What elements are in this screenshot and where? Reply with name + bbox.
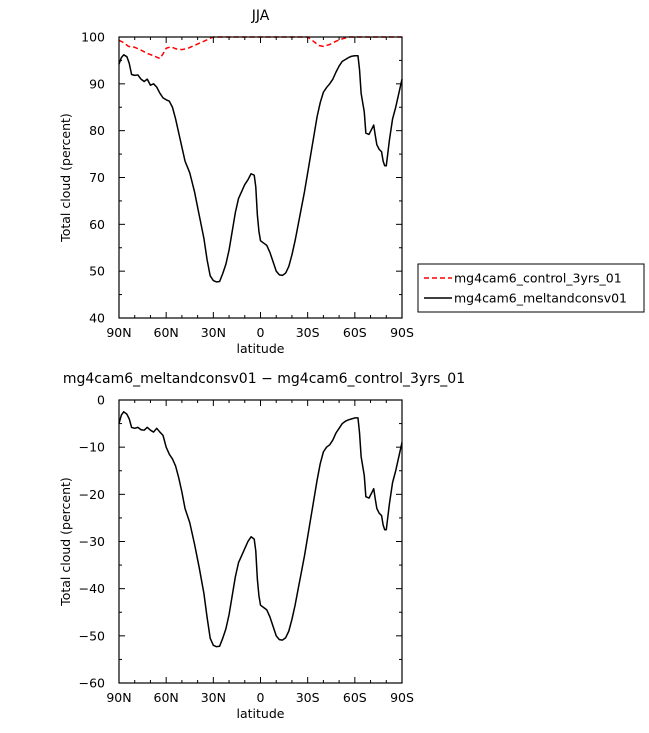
y-tick-label: −20 <box>79 487 105 502</box>
legend: mg4cam6_control_3yrs_01 mg4cam6_meltandco… <box>417 263 645 313</box>
x-tick-label: 30N <box>201 325 226 340</box>
y-tick-label: −10 <box>79 440 105 455</box>
y-tick-label: −40 <box>79 581 105 596</box>
y-tick-label: 90 <box>89 76 105 91</box>
x-tick-label: 60N <box>154 325 179 340</box>
chart-title: JJA <box>251 8 270 24</box>
x-tick-label: 90N <box>106 325 131 340</box>
y-tick-label: −60 <box>79 676 105 691</box>
y-tick-label: 50 <box>89 264 105 279</box>
y-tick-label: −50 <box>79 628 105 643</box>
x-tick-label: 30N <box>201 690 226 705</box>
y-axis-label: Total cloud (percent) <box>58 477 73 607</box>
series-line-mg4cam6_control_3yrs_01 <box>118 36 402 60</box>
x-tick-label: 0 <box>257 690 265 705</box>
x-tick-label: 90N <box>106 690 131 705</box>
chart-panel-2: mg4cam6_meltandconsv01 − mg4cam6_control… <box>58 371 465 721</box>
legend-box <box>417 263 645 313</box>
x-tick-label: 90S <box>390 325 414 340</box>
x-axis-label: latitude <box>237 341 285 356</box>
series-line-series-1 <box>118 411 403 648</box>
x-tick-label: 90S <box>390 690 414 705</box>
y-tick-label: 100 <box>81 30 105 45</box>
x-tick-label: 60S <box>343 690 367 705</box>
series-line-mg4cam6_meltandconsv01 <box>118 54 403 283</box>
x-axis-label: latitude <box>237 706 285 721</box>
legend-entry: mg4cam6_meltandconsv01 <box>454 291 627 306</box>
y-axis-label: Total cloud (percent) <box>58 113 73 243</box>
x-tick-label: 30S <box>296 690 320 705</box>
legend-entry: mg4cam6_control_3yrs_01 <box>454 271 622 286</box>
x-tick-label: 30S <box>296 325 320 340</box>
y-tick-label: 0 <box>97 393 105 408</box>
y-tick-label: 60 <box>89 217 105 232</box>
y-tick-label: 80 <box>89 123 105 138</box>
y-tick-label: −30 <box>79 534 105 549</box>
x-tick-label: 60N <box>154 690 179 705</box>
x-tick-label: 0 <box>257 325 265 340</box>
chart-title: mg4cam6_meltandconsv01 − mg4cam6_control… <box>63 371 465 387</box>
chart-panel-1: JJA 90N 60N 30N 0 30S 60S 90S 40 50 60 70 80 90 100 lat… <box>58 8 414 356</box>
y-tick-label: 40 <box>89 311 105 326</box>
y-tick-label: 70 <box>89 170 105 185</box>
x-tick-label: 60S <box>343 325 367 340</box>
